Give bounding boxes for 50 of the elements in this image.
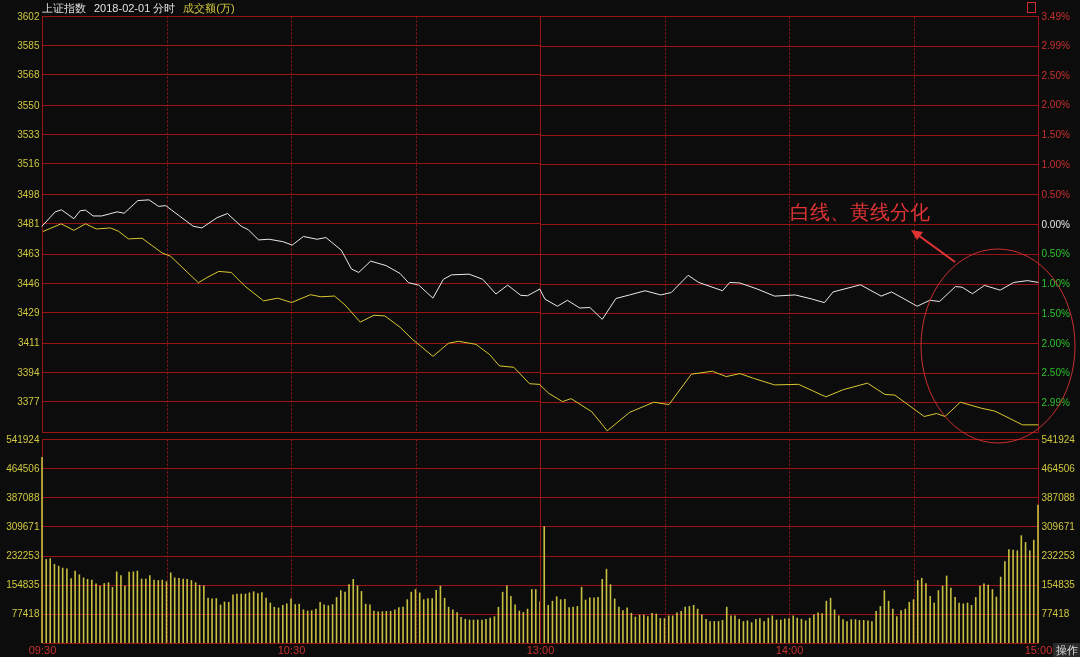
y-tick-label: 309671 xyxy=(6,520,40,532)
y-tick-label: 387088 xyxy=(1041,491,1076,503)
y-tick-label: 387088 xyxy=(6,491,40,503)
x-tick-label: 13:00 xyxy=(526,643,555,656)
y-tick-label: 77418 xyxy=(11,608,40,620)
y-tick-label: 3446 xyxy=(17,277,40,289)
text: 操作 xyxy=(1053,643,1080,657)
y-tick-label: 1.50% xyxy=(1041,129,1070,141)
y-tick-label: 0.00% xyxy=(1041,218,1070,230)
y-tick-label: 2.50% xyxy=(1041,69,1070,81)
y-tick-label: 3394 xyxy=(17,366,40,378)
chart-title: 上证指数 xyxy=(42,2,86,14)
y-tick-label: 2.00% xyxy=(1041,337,1070,349)
chart-subtitle: 2018-02-01 分时 xyxy=(94,2,176,14)
y-tick-label: 3463 xyxy=(17,248,40,260)
y-tick-label: 232253 xyxy=(6,550,40,562)
y-tick-label: 541924 xyxy=(1041,433,1076,445)
y-tick-label: 3585 xyxy=(17,39,40,51)
y-tick-label: 3568 xyxy=(17,68,40,80)
y-tick-label: 541924 xyxy=(6,433,40,445)
y-tick-label: 3411 xyxy=(17,337,40,349)
y-tick-label: 3377 xyxy=(17,395,40,407)
y-tick-label: 3516 xyxy=(17,157,40,169)
y-tick-label: 154835 xyxy=(1041,579,1076,591)
y-tick-label: 0.50% xyxy=(1041,188,1070,200)
y-tick-label: 2.00% xyxy=(1041,99,1070,111)
y-tick-label: 3.49% xyxy=(1041,10,1070,22)
y-tick-label: 2.99% xyxy=(1041,40,1070,52)
text: 成交额(万) xyxy=(183,2,235,14)
x-tick-label: 15:00 xyxy=(1024,643,1053,656)
y-tick-label: 3533 xyxy=(17,128,40,140)
x-tick-label: 09:30 xyxy=(28,643,57,656)
y-tick-label: 2.50% xyxy=(1041,367,1070,379)
y-tick-label: 77418 xyxy=(1041,608,1070,620)
x-tick-label: 14:00 xyxy=(775,643,804,656)
y-tick-label: 464506 xyxy=(1041,462,1076,474)
y-tick-label: 232253 xyxy=(1041,550,1076,562)
y-tick-label: 309671 xyxy=(1041,520,1076,532)
annotation: 白线、黄线分化 xyxy=(790,201,930,223)
y-tick-label: 3498 xyxy=(17,188,40,200)
y-tick-label: 3429 xyxy=(17,306,40,318)
y-tick-label: 3481 xyxy=(17,217,40,229)
y-tick-label: 1.50% xyxy=(1041,307,1070,319)
y-tick-label: 3550 xyxy=(17,99,40,111)
y-tick-label: 0.50% xyxy=(1041,248,1070,260)
y-tick-label: 1.00% xyxy=(1041,158,1070,170)
y-tick-label: 464506 xyxy=(6,462,40,474)
x-tick-label: 10:30 xyxy=(277,643,306,656)
y-tick-label: 3602 xyxy=(17,10,40,22)
y-tick-label: 154835 xyxy=(6,579,40,591)
